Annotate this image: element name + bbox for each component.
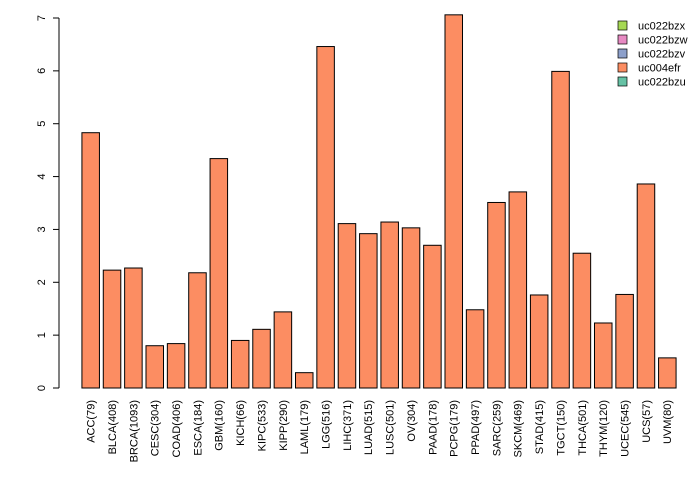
bar-uc004efr-25 [615,293,634,389]
x-tick-label: UVM(80) [662,400,674,444]
x-tick-label: LGG(516) [320,400,332,449]
bar-uc004efr-1 [102,269,122,389]
x-tick-label: KIPC(533) [256,400,268,451]
y-tick-label: 6 [36,68,48,74]
y-tick-label: 3 [36,226,48,232]
legend-label-uc022bzx: uc022bzx [638,20,686,32]
y-tick-label: 4 [36,174,48,180]
x-tick-label: THYM(120) [598,400,610,457]
x-tick-label: STAD(415) [534,400,546,454]
x-tick-label: TGCT(150) [555,400,567,456]
legend-label-uc004efr: uc004efr [638,62,681,74]
bar-uc004efr-23 [572,252,592,389]
x-tick-label: SARC(259) [491,400,503,456]
bar-uc004efr-18 [465,309,485,389]
x-tick-label: PCPG(179) [449,400,461,457]
x-tick-label: LAML(179) [299,400,311,454]
x-tick-label: GBM(160) [214,400,226,451]
bar-uc004efr-0 [81,132,100,389]
x-tick-label: KIPP(290) [278,400,290,451]
x-tick-label: LUAD(515) [363,400,375,455]
x-tick-label: OV(304) [406,400,418,442]
x-tick-label: LUSC(501) [385,400,397,455]
legend: uc022bzx uc022bzw uc022bzv uc004efr uc022bzu [617,20,688,88]
x-tick-label: PAAD(178) [427,400,439,455]
x-tick-label: CESC(304) [150,400,162,456]
bar-uc004efr-14 [380,221,399,389]
x-tick-label: BLCA(408) [107,400,119,454]
x-tick-label: UCEC(545) [619,400,631,457]
bar-uc004efr-5 [188,272,207,389]
bar-uc004efr-15 [401,227,421,389]
x-tick-label: PPAD(497) [470,400,482,455]
x-tick-label: COAD(406) [171,400,183,457]
x-tick-label: ACC(79) [86,400,98,443]
x-tick-label: ESCA(184) [192,400,204,456]
bar-uc004efr-24 [593,322,613,389]
legend-swatch-uc022bzu [617,76,628,87]
legend-label-uc022bzv: uc022bzv [638,48,686,60]
x-axis-labels: ACC(79) BLCA(408) BRCA(1093) CESC(304) COAD(… [86,400,675,462]
bar-uc004efr-20 [508,191,528,389]
legend-swatch-uc022bzx [617,20,628,31]
bar-uc004efr-19 [487,201,506,389]
y-tick-label: 2 [36,279,48,285]
bar-uc004efr-26 [636,183,656,389]
bar-uc004efr-2 [124,267,143,389]
bar-uc004efr-4 [166,343,186,389]
legend-swatch-uc004efr [617,62,628,73]
legend-swatch-uc022bzv [617,48,628,59]
bar-uc004efr-11 [316,46,335,389]
x-tick-label: SKCM(469) [513,400,525,457]
y-tick-label: 5 [36,121,48,127]
bar-uc004efr-9 [273,311,293,389]
bar-uc004efr-3 [145,345,165,389]
x-tick-label: THCA(501) [577,400,589,456]
bars [81,14,677,389]
x-tick-label: KICH(66) [235,400,247,446]
bar-uc004efr-13 [359,233,378,389]
bar-uc004efr-16 [423,244,442,389]
bar-uc004efr-7 [230,339,250,389]
bar-uc004efr-6 [209,158,229,389]
y-tick-label: 0 [36,385,48,391]
bar-uc004efr-22 [551,70,570,389]
y-axis: 0 1 2 3 4 5 6 7 [36,15,60,391]
bar-uc004efr-21 [529,294,549,389]
bar-uc004efr-17 [444,14,464,389]
y-tick-label: 1 [36,332,48,338]
x-tick-label: LIHC(371) [342,400,354,451]
x-tick-label: UCS(57) [641,400,653,443]
y-tick-label: 7 [36,15,48,21]
legend-label-uc022bzw: uc022bzw [638,34,688,46]
bar-uc004efr-27 [658,357,677,389]
legend-label-uc022bzu: uc022bzu [638,76,686,88]
bar-uc004efr-8 [252,328,271,389]
legend-swatch-uc022bzw [617,34,628,45]
bar-uc004efr-12 [337,223,357,389]
x-tick-label: BRCA(1093) [128,400,140,462]
bar-uc004efr-10 [294,372,314,389]
